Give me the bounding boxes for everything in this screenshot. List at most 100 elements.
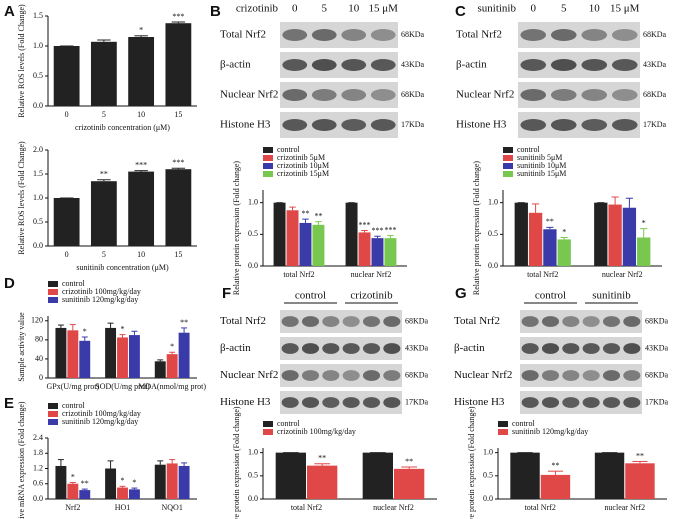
bar bbox=[362, 452, 393, 499]
bar bbox=[154, 361, 166, 378]
blot-band bbox=[550, 29, 577, 41]
blot-band bbox=[520, 89, 547, 101]
protein-label: Total Nrf2 bbox=[454, 315, 500, 327]
significance-label: ** bbox=[314, 211, 322, 220]
blot-band bbox=[341, 29, 367, 41]
bar bbox=[90, 41, 117, 106]
legend-swatch bbox=[263, 163, 273, 169]
y-tick-label: 0.0 bbox=[33, 241, 43, 250]
bar bbox=[273, 202, 286, 266]
protein-label: β-actin bbox=[220, 59, 251, 71]
significance-label: *** bbox=[384, 225, 396, 234]
significance-label: *** bbox=[359, 220, 371, 229]
bar bbox=[105, 327, 117, 378]
blot-band bbox=[362, 316, 381, 327]
lane-label: 0 bbox=[531, 3, 537, 15]
bar bbox=[128, 37, 155, 106]
blot-band bbox=[582, 316, 600, 327]
bar bbox=[394, 468, 425, 499]
significance-label: *** bbox=[135, 160, 147, 169]
legend-label: control bbox=[277, 145, 300, 154]
x-tick-label: 10 bbox=[137, 250, 145, 259]
y-tick-label: 0.6 bbox=[33, 479, 43, 488]
group-label: control bbox=[535, 290, 566, 302]
y-tick-label: 80 bbox=[35, 335, 43, 344]
bar bbox=[166, 463, 178, 499]
significance-label: ** bbox=[180, 318, 188, 327]
significance-label: *** bbox=[172, 158, 184, 167]
y-axis-label: Relative ROS levels (Fold Change) bbox=[17, 4, 26, 118]
protein-label: Nuclear Nrf2 bbox=[454, 369, 512, 381]
blot-band bbox=[370, 89, 396, 101]
significance-label: * bbox=[83, 327, 87, 336]
significance-label: * bbox=[170, 342, 174, 351]
blot-band bbox=[281, 343, 299, 354]
y-tick-label: 1.0 bbox=[33, 193, 43, 202]
y-tick-label: 0.0 bbox=[248, 494, 258, 503]
legend-swatch bbox=[48, 419, 58, 425]
blot-band bbox=[281, 397, 299, 408]
blot-band bbox=[582, 397, 600, 408]
x-tick-label: 15 bbox=[174, 110, 182, 119]
bar bbox=[79, 490, 91, 499]
blot-band bbox=[383, 397, 401, 408]
legend-swatch bbox=[48, 411, 58, 417]
blot-band bbox=[611, 89, 638, 101]
y-tick-label: 1.8 bbox=[33, 448, 43, 457]
y-tick-label: 0 bbox=[39, 373, 43, 382]
legend-swatch bbox=[263, 155, 273, 161]
legend-swatch bbox=[503, 163, 513, 169]
protein-label: Histone H3 bbox=[220, 396, 271, 408]
significance-label: * bbox=[71, 472, 75, 481]
blot-background bbox=[280, 337, 402, 360]
treatment-label: crizotinib bbox=[236, 3, 279, 15]
blot-band bbox=[562, 316, 580, 327]
y-tick-label: 2.4 bbox=[33, 433, 43, 442]
blot-band bbox=[311, 29, 337, 41]
bar bbox=[637, 237, 651, 266]
significance-label: ** bbox=[546, 217, 554, 226]
bar bbox=[286, 210, 299, 266]
x-tick-label: 0 bbox=[65, 250, 69, 259]
blot-band bbox=[550, 89, 577, 101]
blot-band bbox=[362, 343, 381, 354]
blot-band bbox=[541, 370, 560, 381]
legend-swatch bbox=[263, 421, 273, 427]
bar bbox=[166, 354, 178, 378]
blot-band bbox=[383, 316, 401, 327]
protein-label: β-actin bbox=[454, 342, 485, 354]
legend-label: sunitinib 5μM bbox=[517, 153, 562, 162]
blot-band bbox=[341, 89, 367, 101]
size-label: 43KDa bbox=[401, 60, 425, 69]
size-label: 43KDa bbox=[645, 343, 669, 352]
significance-label: ** bbox=[301, 209, 309, 218]
y-tick-label: 0.5 bbox=[488, 229, 498, 238]
protein-label: Histone H3 bbox=[456, 119, 507, 131]
x-tick-label: 15 bbox=[174, 250, 182, 259]
y-axis-label: Relative protein expression (Fold change… bbox=[232, 161, 241, 296]
y-tick-label: 0.5 bbox=[248, 471, 258, 480]
blot-band bbox=[301, 316, 320, 327]
significance-label: * bbox=[642, 218, 646, 227]
blot-band bbox=[342, 397, 360, 408]
y-axis-label: Relative mRNA expression (Fold change) bbox=[17, 401, 26, 519]
bar bbox=[557, 239, 571, 266]
lane-label: 5 bbox=[322, 3, 328, 15]
bar bbox=[307, 465, 338, 499]
x-tick-label: 10 bbox=[137, 110, 145, 119]
x-tick-label: 5 bbox=[102, 110, 106, 119]
x-axis-label: crizotinib concentration (μM) bbox=[75, 123, 170, 132]
legend-label: control bbox=[277, 419, 300, 428]
x-tick-label: total Nrf2 bbox=[527, 270, 558, 279]
bar bbox=[165, 23, 192, 107]
blot-band bbox=[322, 343, 340, 354]
protein-label: Total Nrf2 bbox=[220, 29, 266, 41]
bar bbox=[594, 202, 608, 266]
lane-label: 15 μM bbox=[610, 3, 640, 15]
bar bbox=[165, 169, 192, 246]
protein-label: Histone H3 bbox=[220, 119, 271, 131]
bar bbox=[128, 489, 140, 499]
size-label: 68KDa bbox=[645, 316, 669, 325]
x-tick-label: GPx(U/mg prot) bbox=[46, 382, 99, 391]
y-tick-label: 1.0 bbox=[248, 447, 258, 456]
